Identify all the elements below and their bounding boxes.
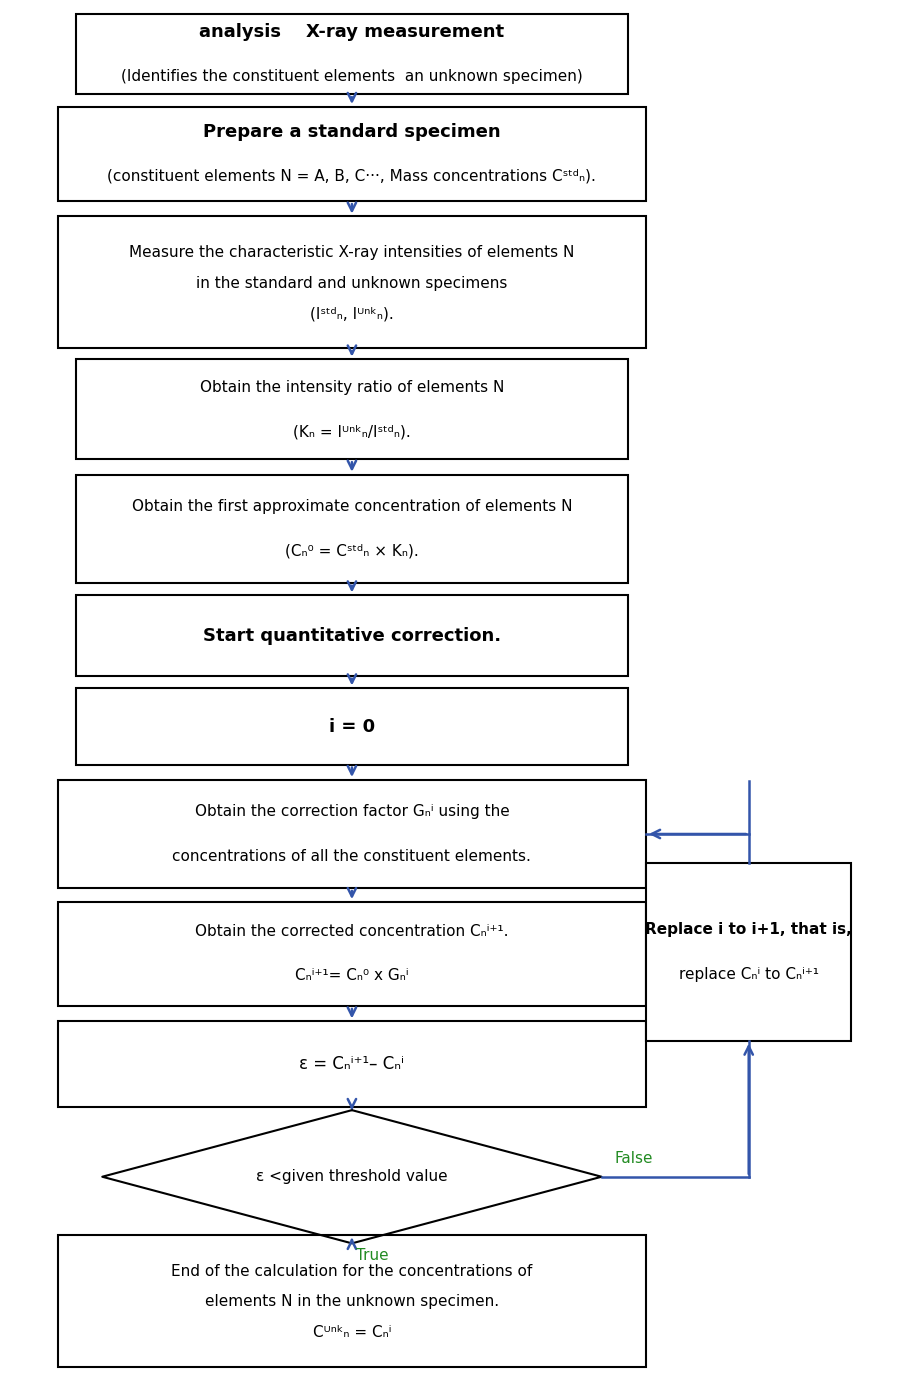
Text: ε = Cₙⁱ⁺¹– Cₙⁱ: ε = Cₙⁱ⁺¹– Cₙⁱ <box>300 1055 404 1074</box>
Text: Cₙⁱ⁺¹= Cₙ⁰ x Gₙⁱ: Cₙⁱ⁺¹= Cₙ⁰ x Gₙⁱ <box>295 967 409 983</box>
Text: (Cₙ⁰ = Cˢᵗᵈₙ × Kₙ).: (Cₙ⁰ = Cˢᵗᵈₙ × Kₙ). <box>285 543 418 558</box>
FancyBboxPatch shape <box>76 595 628 676</box>
FancyBboxPatch shape <box>76 475 628 582</box>
Text: Cᵁⁿᵏₙ = Cₙⁱ: Cᵁⁿᵏₙ = Cₙⁱ <box>312 1325 392 1340</box>
FancyBboxPatch shape <box>58 902 646 1007</box>
FancyBboxPatch shape <box>76 688 628 765</box>
Text: (constituent elements N = A, B, C···, Mass concentrations Cˢᵗᵈₙ).: (constituent elements N = A, B, C···, Ma… <box>107 169 597 184</box>
Text: (Kₙ = Iᵁⁿᵏₙ/Iˢᵗᵈₙ).: (Kₙ = Iᵁⁿᵏₙ/Iˢᵗᵈₙ). <box>293 424 410 440</box>
FancyBboxPatch shape <box>58 780 646 888</box>
Text: Prepare a standard specimen: Prepare a standard specimen <box>203 123 500 141</box>
Text: i = 0: i = 0 <box>328 718 375 736</box>
FancyBboxPatch shape <box>76 14 628 95</box>
Text: replace Cₙⁱ to Cₙⁱ⁺¹: replace Cₙⁱ to Cₙⁱ⁺¹ <box>679 966 819 981</box>
Text: ε <given threshold value: ε <given threshold value <box>256 1170 447 1184</box>
Text: (Identifies the constituent elements  an unknown specimen): (Identifies the constituent elements an … <box>121 68 583 84</box>
Text: analysis    X-ray measurement: analysis X-ray measurement <box>200 22 505 40</box>
FancyBboxPatch shape <box>58 1022 646 1107</box>
Text: True: True <box>356 1248 389 1262</box>
Text: Obtain the correction factor Gₙⁱ using the: Obtain the correction factor Gₙⁱ using t… <box>194 804 509 819</box>
Text: Measure the characteristic X-ray intensities of elements N: Measure the characteristic X-ray intensi… <box>130 246 574 260</box>
FancyBboxPatch shape <box>58 1235 646 1367</box>
Text: elements N in the unknown specimen.: elements N in the unknown specimen. <box>205 1294 499 1309</box>
Text: Obtain the first approximate concentration of elements N: Obtain the first approximate concentrati… <box>131 498 572 514</box>
Text: End of the calculation for the concentrations of: End of the calculation for the concentra… <box>171 1263 533 1279</box>
Text: (Iˢᵗᵈₙ, Iᵁⁿᵏₙ).: (Iˢᵗᵈₙ, Iᵁⁿᵏₙ). <box>310 306 394 321</box>
Text: in the standard and unknown specimens: in the standard and unknown specimens <box>196 275 508 290</box>
Text: Obtain the intensity ratio of elements N: Obtain the intensity ratio of elements N <box>200 380 504 395</box>
FancyBboxPatch shape <box>58 107 646 201</box>
Text: Obtain the corrected concentration Cₙⁱ⁺¹.: Obtain the corrected concentration Cₙⁱ⁺¹… <box>195 924 508 938</box>
FancyBboxPatch shape <box>58 216 646 349</box>
Text: Start quantitative correction.: Start quantitative correction. <box>202 627 501 645</box>
Text: concentrations of all the constituent elements.: concentrations of all the constituent el… <box>173 849 531 864</box>
FancyBboxPatch shape <box>646 863 851 1041</box>
Text: False: False <box>615 1150 653 1166</box>
FancyBboxPatch shape <box>76 359 628 459</box>
Text: Replace i to i+1, that is,: Replace i to i+1, that is, <box>645 923 852 937</box>
